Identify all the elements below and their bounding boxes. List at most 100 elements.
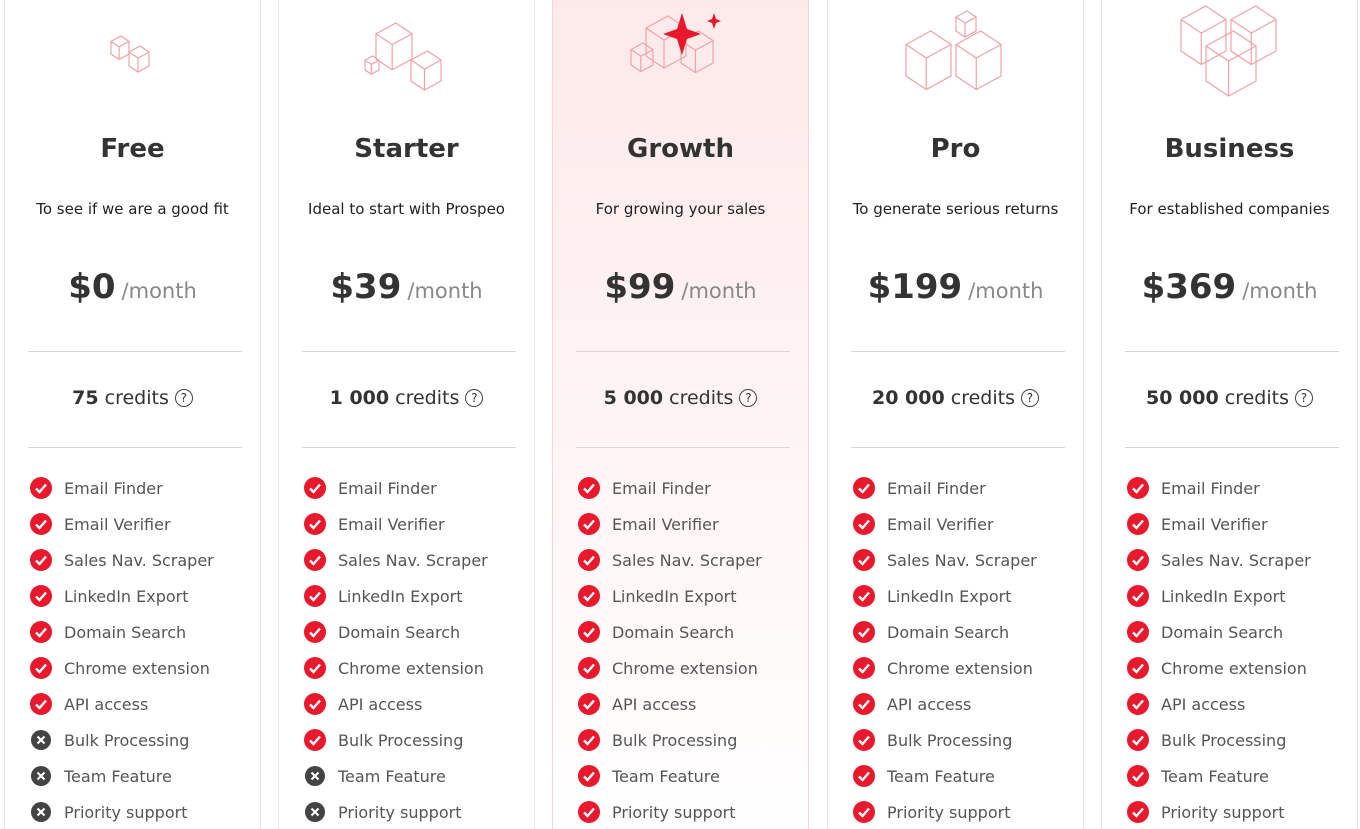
feature-label: API access xyxy=(1161,694,1246,714)
feature-label: Priority support xyxy=(338,802,462,822)
plan-body: Free To see if we are a good fit $0/month 7… xyxy=(5,1,260,829)
feature-row: Sales Nav. Scraper xyxy=(30,548,214,572)
help-icon[interactable]: ? xyxy=(174,389,193,407)
plan-price: $39/month xyxy=(279,267,534,307)
check-icon xyxy=(304,621,326,643)
check-icon xyxy=(1127,585,1149,607)
plan-card: Starter Ideal to start with Prospeo $39/mo… xyxy=(278,0,535,829)
feature-row: Sales Nav. Scraper xyxy=(578,548,762,572)
feature-label: Email Verifier xyxy=(612,514,719,534)
plan-name: Business xyxy=(1164,134,1295,164)
price-amount: $0 xyxy=(68,267,116,307)
plan-price: $99/month xyxy=(553,267,808,307)
plan-name: Pro xyxy=(930,134,981,164)
help-icon[interactable]: ? xyxy=(1294,389,1313,407)
plan-body: Business For established companies $369/mo… xyxy=(1102,1,1357,829)
check-icon xyxy=(1127,477,1149,499)
plan-price: $0/month xyxy=(5,267,260,307)
feature-row: Chrome extension xyxy=(853,656,1033,680)
feature-row: Email Verifier xyxy=(1127,512,1268,536)
divider xyxy=(302,447,516,448)
plan-name: Growth xyxy=(627,134,734,164)
feature-label: Email Finder xyxy=(1161,478,1260,498)
plan-tagline: To see if we are a good fit xyxy=(36,200,229,218)
check-icon xyxy=(1127,765,1149,787)
check-icon xyxy=(853,729,875,751)
cross-icon xyxy=(305,802,325,822)
feature-row: Email Finder xyxy=(1127,476,1260,500)
feature-row: API access xyxy=(578,692,696,716)
plan-tagline: Ideal to start with Prospeo xyxy=(308,200,505,218)
check-icon xyxy=(853,549,875,571)
feature-label: Priority support xyxy=(887,802,1011,822)
feature-label: API access xyxy=(887,694,972,714)
feature-row: Email Finder xyxy=(578,476,711,500)
plan-price: $199/month xyxy=(828,267,1083,307)
check-icon xyxy=(853,477,875,499)
price-period: /month xyxy=(1242,279,1318,303)
feature-row: Team Feature xyxy=(304,764,446,788)
plan-card: Business For established companies $369/mo… xyxy=(1101,0,1358,829)
feature-label: Email Verifier xyxy=(338,514,445,534)
check-icon xyxy=(304,513,326,535)
feature-row: Email Verifier xyxy=(304,512,445,536)
help-icon[interactable]: ? xyxy=(465,389,484,407)
feature-label: Domain Search xyxy=(1161,622,1284,642)
price-amount: $39 xyxy=(330,267,402,307)
check-icon xyxy=(853,765,875,787)
check-icon xyxy=(30,621,52,643)
plan-credits: 75 credits? xyxy=(5,387,260,409)
feature-row: Priority support xyxy=(30,800,187,824)
plan-icon xyxy=(905,10,1002,91)
feature-row: Domain Search xyxy=(1127,620,1283,644)
plan-name: Free xyxy=(100,134,165,164)
check-icon xyxy=(30,477,52,499)
price-amount: $199 xyxy=(867,267,963,307)
feature-row: Domain Search xyxy=(578,620,734,644)
feature-row: Domain Search xyxy=(853,620,1009,644)
price-period: /month xyxy=(968,279,1044,303)
divider xyxy=(1125,351,1339,352)
credits-word: credits xyxy=(669,387,734,409)
check-icon xyxy=(1127,693,1149,715)
check-icon xyxy=(30,693,52,715)
feature-label: API access xyxy=(612,694,697,714)
feature-row: Sales Nav. Scraper xyxy=(853,548,1037,572)
plan-icon xyxy=(364,22,442,91)
check-icon xyxy=(578,693,600,715)
plan-credits: 20 000 credits? xyxy=(828,387,1083,409)
feature-label: Team Feature xyxy=(64,766,172,786)
help-icon[interactable]: ? xyxy=(739,389,758,407)
feature-label: Sales Nav. Scraper xyxy=(887,550,1037,570)
plan-body: Growth For growing your sales $99/month 5 0… xyxy=(553,1,808,829)
feature-label: Chrome extension xyxy=(1161,658,1307,678)
feature-row: Domain Search xyxy=(30,620,186,644)
feature-label: Chrome extension xyxy=(612,658,758,678)
plan-tagline: For established companies xyxy=(1129,200,1330,218)
credits-amount: 5 000 xyxy=(603,387,664,409)
feature-label: Priority support xyxy=(64,802,188,822)
plan-card: Pro To generate serious returns $199/month… xyxy=(827,0,1084,829)
check-icon xyxy=(853,801,875,823)
feature-label: Sales Nav. Scraper xyxy=(1161,550,1311,570)
feature-label: Email Verifier xyxy=(64,514,171,534)
feature-row: Sales Nav. Scraper xyxy=(304,548,488,572)
feature-label: Email Finder xyxy=(887,478,986,498)
check-icon xyxy=(853,621,875,643)
feature-label: Domain Search xyxy=(64,622,187,642)
help-icon[interactable]: ? xyxy=(1020,389,1039,407)
cross-icon xyxy=(31,802,51,822)
price-period: /month xyxy=(121,279,197,303)
plan-body: Pro To generate serious returns $199/month… xyxy=(828,1,1083,829)
feature-row: LinkedIn Export xyxy=(30,584,189,608)
feature-row: Bulk Processing xyxy=(1127,728,1286,752)
check-icon xyxy=(578,585,600,607)
price-amount: $99 xyxy=(604,267,676,307)
check-icon xyxy=(853,657,875,679)
divider xyxy=(851,351,1065,352)
feature-row: Domain Search xyxy=(304,620,460,644)
feature-label: Priority support xyxy=(612,802,736,822)
feature-label: LinkedIn Export xyxy=(64,586,189,606)
feature-row: Chrome extension xyxy=(30,656,210,680)
feature-label: Domain Search xyxy=(887,622,1010,642)
